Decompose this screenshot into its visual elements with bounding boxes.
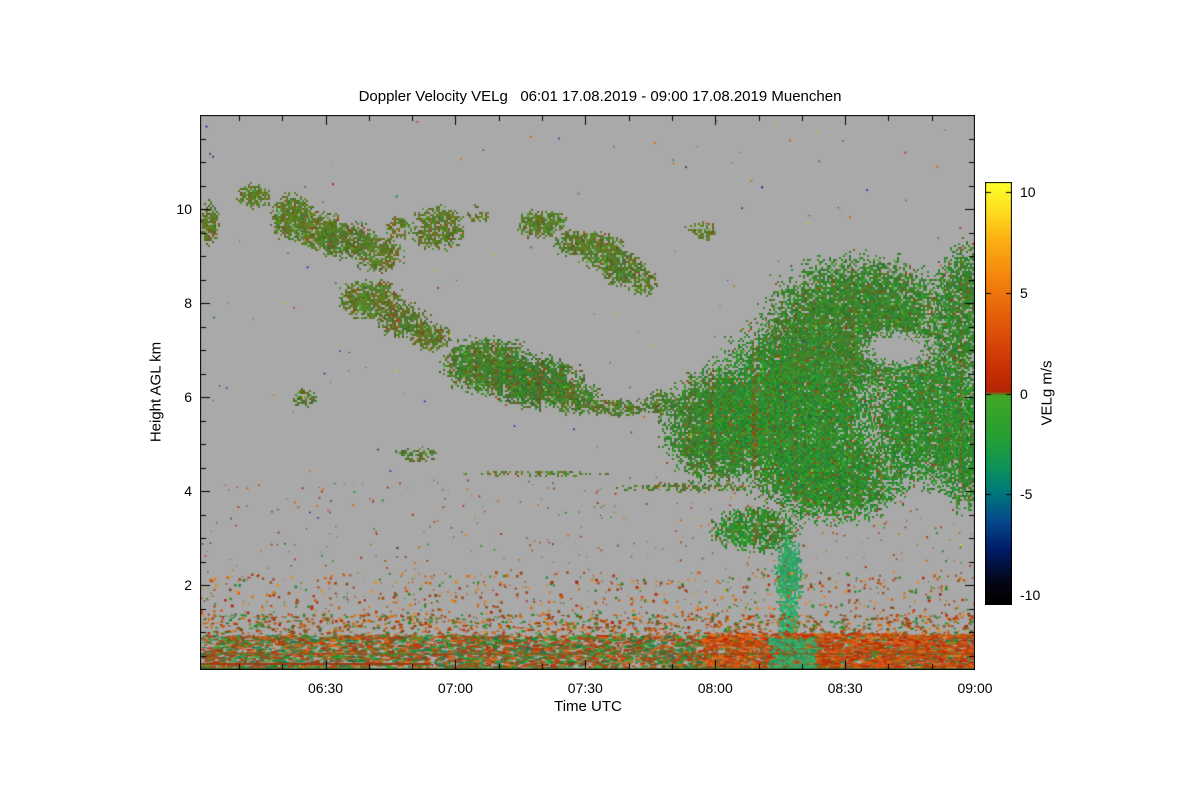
x-tick-label: 08:00 bbox=[697, 680, 733, 696]
colorbar-tick-label: 0 bbox=[1020, 385, 1028, 402]
y-tick-label: 4 bbox=[184, 483, 192, 500]
y-tick-label: 10 bbox=[176, 201, 192, 218]
colorbar-tick-label: 5 bbox=[1020, 284, 1028, 301]
y-tick-label: 2 bbox=[184, 577, 192, 594]
y-tick-label: 8 bbox=[184, 295, 192, 312]
colorbar-tick-label: -5 bbox=[1020, 486, 1033, 503]
x-tick-label: 07:00 bbox=[437, 680, 473, 696]
plot-title: Doppler Velocity VELg 06:01 17.08.2019 -… bbox=[358, 88, 842, 105]
x-axis-label: Time UTC bbox=[554, 698, 622, 715]
heatmap-canvas bbox=[200, 115, 975, 670]
colorbar-tick-label: 10 bbox=[1020, 184, 1036, 201]
colorbar-label: VELg m/s bbox=[1038, 360, 1056, 426]
colorbar-tick-label: -10 bbox=[1020, 586, 1041, 603]
x-tick-label: 06:30 bbox=[308, 680, 344, 696]
x-tick-label: 08:30 bbox=[827, 680, 863, 696]
x-tick-label: 09:00 bbox=[957, 680, 993, 696]
colorbar-canvas bbox=[985, 182, 1012, 605]
y-tick-label: 6 bbox=[184, 389, 192, 406]
x-tick-label: 07:30 bbox=[567, 680, 603, 696]
